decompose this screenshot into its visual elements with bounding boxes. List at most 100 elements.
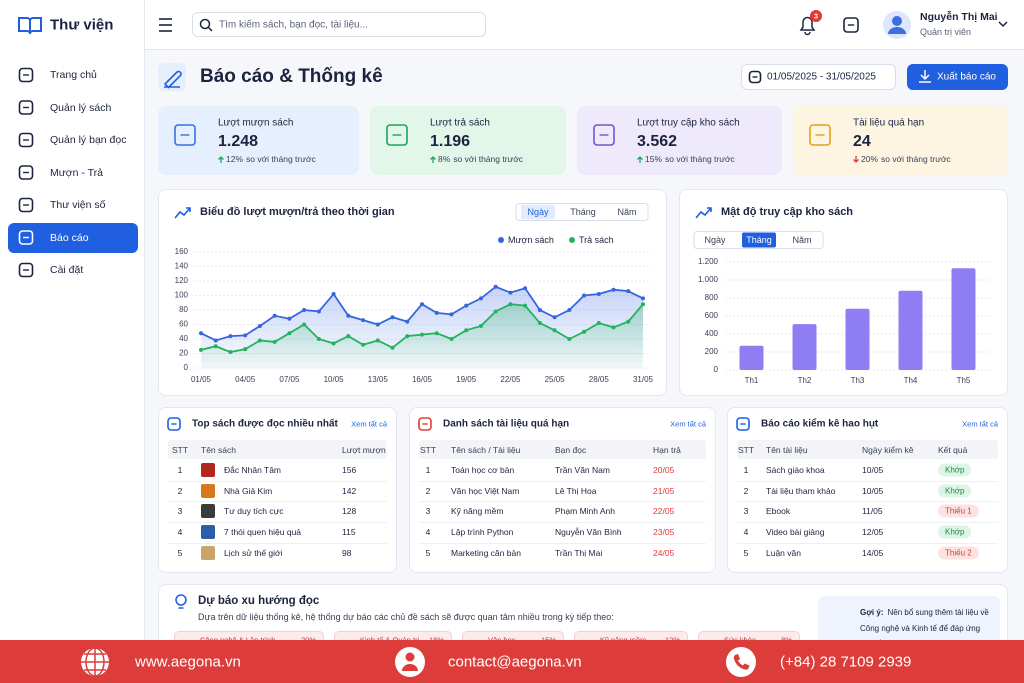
status-badge: Khớp (938, 463, 972, 477)
status-badge: Khớp (938, 484, 972, 498)
view-all-link[interactable]: Xem tất cả (962, 419, 998, 429)
row-divider (737, 522, 998, 524)
row-divider (737, 501, 998, 503)
row-divider (168, 542, 387, 544)
stat-card (158, 106, 359, 175)
nav-item[interactable]: Cài đặt (50, 264, 84, 276)
table-cell: Đắc Nhân Tâm (224, 465, 282, 475)
table-cell: 1 (743, 465, 749, 475)
table-header: STT (171, 444, 189, 455)
table-cell: Toán học cơ bản (451, 465, 515, 475)
table-header: STT (419, 444, 437, 455)
stat-note: so với tháng trước (881, 154, 951, 164)
row-divider (419, 542, 706, 544)
book-cover (201, 463, 215, 477)
row-divider (168, 522, 387, 524)
stat-note: so với tháng trước (665, 154, 735, 164)
phone-icon (726, 647, 756, 677)
table-cell: 5 (177, 547, 183, 558)
table-cell: 3 (177, 506, 183, 517)
table-cell: 4 (425, 527, 431, 538)
stat-label: Lượt trả sách (430, 117, 490, 129)
table-cell: 3 (743, 506, 749, 517)
table-cell: 1 (425, 465, 431, 475)
table-cell: Lê Thị Hoa (555, 485, 597, 496)
table-cell: 10/05 (862, 465, 884, 475)
status-badge: Thiếu 2 (938, 546, 979, 560)
email[interactable]: contact@aegona.vn (448, 653, 582, 670)
nav-item[interactable]: Thư viện số (50, 199, 106, 211)
search-placeholder: Tìm kiếm sách, bạn đọc, tài liệu... (219, 19, 368, 30)
table-cell: Văn học Việt Nam (451, 485, 520, 496)
stat-card (577, 106, 782, 175)
table-header: Tên sách / Tài liệu (451, 444, 521, 455)
table-header-bg (419, 440, 706, 459)
table-cell: 4 (743, 527, 749, 538)
footer: www.aegona.vn contact@aegona.vn (+84) 28 7… (0, 640, 1024, 683)
export-label[interactable]: Xuất báo cáo (937, 71, 996, 83)
table-cell: 22/05 (653, 506, 675, 517)
table-cell: 142 (342, 485, 357, 496)
row-divider (168, 501, 387, 503)
row-divider (419, 480, 706, 482)
stat-label: Tài liệu quá hạn (853, 117, 925, 129)
row-divider (419, 501, 706, 503)
stat-note: so với tháng trước (246, 154, 316, 164)
nav-item[interactable]: Quản lý bạn đọc (50, 134, 127, 146)
table-cell: 14/05 (862, 547, 884, 558)
page-title: Báo cáo & Thống kê (200, 66, 383, 87)
table-cell: Video bài giảng (766, 527, 825, 538)
table-cell: 115 (342, 527, 356, 538)
view-all-link[interactable]: Xem tất cả (670, 419, 706, 429)
table-cell: 156 (342, 465, 357, 475)
table-cell: 128 (342, 506, 357, 517)
table-cell: 11/05 (862, 506, 883, 517)
stat-label: Lượt mượn sách (218, 117, 294, 129)
table-cell: Marketing căn bản (451, 547, 521, 558)
stat-change: 12% (226, 154, 244, 164)
panel (158, 189, 667, 396)
nav-item[interactable]: Trang chủ (50, 69, 97, 81)
website[interactable]: www.aegona.vn (135, 653, 241, 670)
forecast-title: Dự báo xu hướng đọc (198, 595, 320, 607)
book-cover (201, 525, 215, 540)
table-cell: 12/05 (862, 527, 884, 538)
table-cell: 2 (177, 485, 183, 496)
table-cell: 2 (743, 485, 749, 496)
row-divider (737, 542, 998, 544)
table-cell: 20/05 (653, 465, 675, 475)
table-cell: Trần Văn Nam (555, 465, 610, 475)
stat-change: 20% (861, 154, 879, 164)
user-name: Nguyễn Thị Mai (920, 11, 998, 23)
row-divider (419, 522, 706, 524)
row-divider (168, 480, 387, 482)
stat-card (793, 106, 1008, 175)
panel (409, 407, 716, 573)
table-cell: 23/05 (653, 527, 675, 538)
table-header-bg (737, 440, 998, 459)
table-header: Ngày kiểm kê (862, 444, 914, 455)
panel (158, 407, 397, 573)
table-cell: 1 (177, 465, 183, 475)
book-cover (201, 504, 215, 519)
table-cell: Kỹ năng mềm (451, 506, 504, 517)
nav-item[interactable]: Mượn - Trả (50, 166, 104, 179)
stat-change: 8% (438, 154, 451, 164)
phone[interactable]: (+84) 28 7109 2939 (780, 653, 912, 670)
footer-icons (81, 647, 756, 677)
nav-item[interactable]: Quản lý sách (50, 101, 112, 114)
contact-icon (395, 647, 425, 677)
table-title: Danh sách tài liệu quá hạn (443, 418, 570, 430)
date-range-box[interactable] (741, 64, 896, 90)
nav-item[interactable]: Báo cáo (50, 231, 89, 244)
table-cell: Trần Thị Mai (555, 547, 603, 558)
globe-icon (81, 647, 109, 677)
table-cell: Nhà Giả Kim (224, 485, 273, 496)
stat-label: Lượt truy cập kho sách (637, 117, 740, 129)
search-box[interactable] (192, 12, 486, 37)
date-range[interactable]: 01/05/2025 - 31/05/2025 (767, 71, 876, 83)
table-cell: 7 thói quen hiệu quả (224, 527, 302, 538)
view-all-link[interactable]: Xem tất cả (351, 419, 387, 429)
tip-label: Gợi ý: (860, 608, 884, 617)
